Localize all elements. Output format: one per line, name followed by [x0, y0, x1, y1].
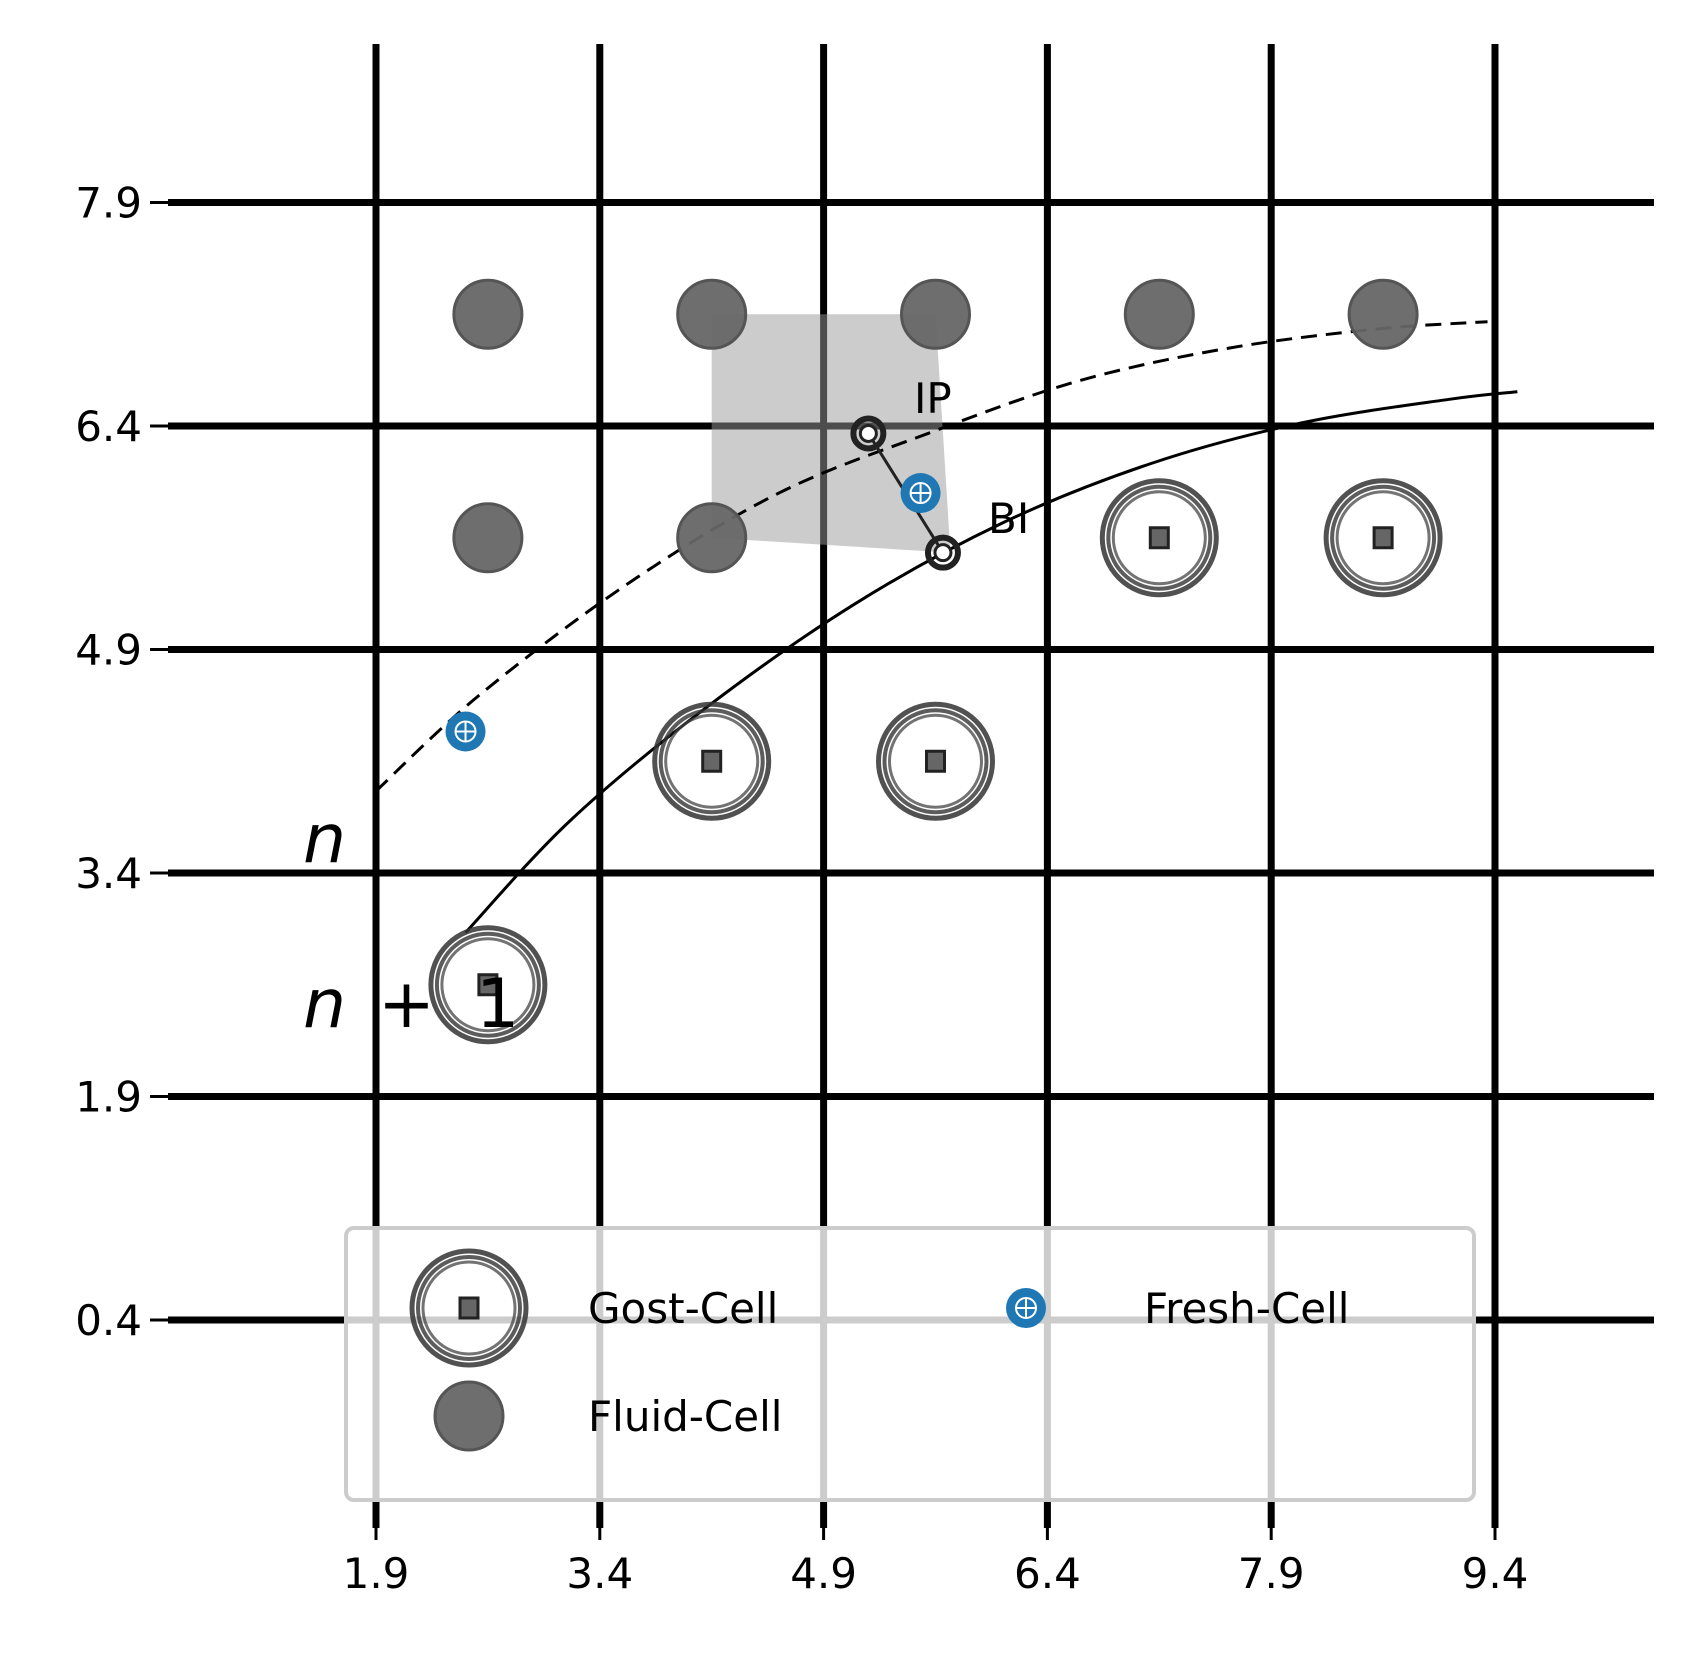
x-tick-label-1: 3.4	[566, 1549, 633, 1598]
interface-curve-n	[374, 320, 1488, 793]
interpolation-stencil	[711, 314, 951, 553]
y-tick-label-0: 0.4	[75, 1296, 142, 1345]
curve-label-n-plus-1: n + 1	[303, 965, 519, 1044]
legend-label-fresh-cell: Fresh-Cell	[1144, 1284, 1349, 1333]
fresh-cell-marker-0	[445, 711, 486, 752]
fluid-cell-marker-2	[452, 278, 524, 350]
legend-gost-cell-swatch	[409, 1248, 529, 1368]
fluid-cell-marker-1	[676, 502, 748, 574]
legend-gost-swatch-square	[458, 1296, 480, 1320]
fluid-cell-marker-6	[1347, 278, 1419, 350]
annotation-bi: BI	[988, 494, 1029, 543]
fluid-cell-marker-4	[900, 278, 971, 350]
gost-cell-marker-2-shape-square	[925, 749, 946, 773]
gost-cell-marker-1-shape-ring-1	[652, 701, 772, 821]
gost-cell-marker-0-shape-ring-3	[440, 937, 536, 1033]
gost-cell-marker-0-shape-square	[477, 973, 499, 997]
gost-cell-marker-1	[652, 701, 772, 821]
fluid-cell-marker-4-shape	[900, 278, 971, 350]
interface-curves	[374, 320, 1518, 934]
legend-gost-swatch-ring-1	[409, 1248, 529, 1368]
legend-label-gost-cell: Gost-Cell	[588, 1284, 778, 1333]
fluid-cell-marker-5	[1123, 278, 1195, 350]
gost-cell-marker-4-shape-ring-1	[1323, 478, 1443, 598]
y-tick-label-1: 1.9	[75, 1073, 142, 1122]
gost-cell-marker-4-shape-ring-3	[1335, 490, 1431, 586]
gost-cell-marker-2-shape-ring-3	[888, 713, 983, 809]
curve-label-n: n	[303, 800, 346, 879]
boundary-intercept-inner-ring	[933, 543, 953, 563]
boundary-intercept-outer-ring	[924, 534, 961, 571]
legend-fluid-swatch	[433, 1380, 505, 1452]
gost-cell-marker-2-shape-ring-1	[876, 701, 995, 821]
y-tick-label-4: 6.4	[75, 402, 142, 451]
curve-label-n-plus-1-num: 1	[476, 965, 519, 1044]
cell-markers	[428, 278, 1443, 1045]
fluid-cell-marker-2-shape	[452, 278, 524, 350]
gost-cell-marker-1-shape-ring-3	[664, 713, 760, 809]
annotation-ip: IP	[914, 374, 952, 423]
gost-cell-marker-3-shape-ring-2	[1106, 484, 1213, 591]
x-tick-label-2: 4.9	[790, 1549, 857, 1598]
curve-label-n-plus-1-op: +	[378, 965, 435, 1044]
legend: Gost-Cell Fluid-Cell Fresh-Cell	[344, 1226, 1476, 1502]
gost-cell-marker-2	[876, 701, 995, 821]
fluid-cell-marker-5-shape	[1123, 278, 1195, 350]
gost-cell-marker-3-shape-square	[1148, 526, 1170, 550]
gost-cell-marker-3	[1099, 478, 1219, 598]
fluid-cell-marker-0-shape	[452, 502, 524, 574]
gost-cell-marker-0-shape-ring-2	[434, 931, 541, 1038]
legend-fresh-cell-swatch	[1006, 1288, 1046, 1328]
gost-cell-marker-1-shape-ring-2	[658, 708, 765, 815]
x-tick-label-5: 9.4	[1462, 1549, 1529, 1598]
axes: 1.9 3.4 4.9 6.4 7.9 9.4 0.4 1.9 3.4 4.9 6.4 7.9	[75, 179, 1528, 1599]
curve-label-n-plus-1-var: n	[303, 965, 346, 1044]
gost-cell-marker-0-shape-ring-1	[428, 925, 548, 1045]
gost-cell-marker-4	[1323, 478, 1443, 598]
image-point-outer-ring	[850, 415, 887, 452]
interface-curve-n-plus-1	[464, 390, 1518, 934]
legend-label-fluid-cell: Fluid-Cell	[588, 1392, 782, 1441]
legend-frame	[344, 1226, 1476, 1502]
y-tick-label-5: 7.9	[75, 179, 142, 228]
x-tick-label-4: 7.9	[1238, 1549, 1305, 1598]
fluid-cell-marker-1-shape	[676, 502, 748, 574]
gost-cell-marker-0	[428, 925, 548, 1045]
fresh-cell-marker-1	[900, 473, 941, 514]
gost-cell-marker-3-shape-ring-1	[1099, 478, 1219, 598]
legend-gost-swatch-ring-2	[416, 1255, 522, 1361]
image-point-inner-ring	[858, 423, 878, 443]
fluid-cell-marker-3	[676, 278, 748, 350]
y-tick-label-2: 3.4	[75, 849, 142, 898]
x-tick-label-0: 1.9	[343, 1549, 410, 1598]
legend-fluid-cell-swatch	[433, 1380, 505, 1452]
fluid-cell-marker-6-shape	[1347, 278, 1419, 350]
gost-cell-marker-2-shape-ring-2	[882, 708, 989, 815]
gost-cell-marker-1-shape-square	[701, 749, 723, 773]
y-tick-label-3: 4.9	[75, 626, 142, 675]
fluid-cell-marker-0	[452, 502, 524, 574]
x-tick-label-3: 6.4	[1014, 1549, 1081, 1598]
gost-cell-marker-3-shape-ring-3	[1111, 490, 1207, 586]
shaded-stencil-region	[711, 314, 951, 553]
fluid-cell-marker-3-shape	[676, 278, 748, 350]
legend-gost-swatch-ring-3	[421, 1260, 517, 1356]
grid-lines	[168, 44, 1654, 1528]
gost-cell-marker-4-shape-square	[1372, 526, 1394, 550]
gost-cell-marker-4-shape-ring-2	[1330, 484, 1437, 591]
